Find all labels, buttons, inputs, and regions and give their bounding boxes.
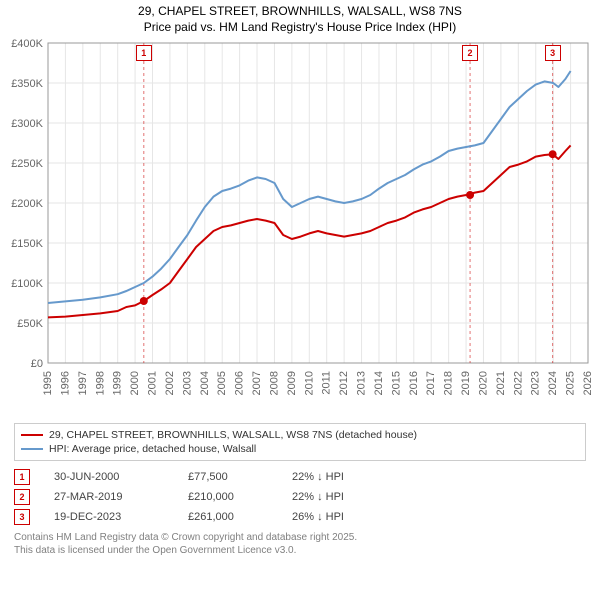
title-line-1: 29, CHAPEL STREET, BROWNHILLS, WALSALL, … <box>0 4 600 20</box>
svg-text:2023: 2023 <box>530 371 542 395</box>
svg-text:£100K: £100K <box>11 278 43 290</box>
svg-text:£50K: £50K <box>17 318 43 330</box>
svg-text:2013: 2013 <box>356 371 368 395</box>
marker-price: £77,500 <box>188 471 268 483</box>
marker-delta: 22% ↓ HPI <box>292 491 402 503</box>
svg-text:2014: 2014 <box>373 371 385 395</box>
svg-text:2002: 2002 <box>164 371 176 395</box>
marker-table-row: 1 30-JUN-2000 £77,500 22% ↓ HPI <box>14 467 586 487</box>
marker-price: £210,000 <box>188 491 268 503</box>
svg-text:1999: 1999 <box>112 371 124 395</box>
legend: 29, CHAPEL STREET, BROWNHILLS, WALSALL, … <box>14 423 586 461</box>
svg-text:2007: 2007 <box>251 371 263 395</box>
svg-text:2010: 2010 <box>303 371 315 395</box>
svg-text:2025: 2025 <box>565 371 577 395</box>
plot-svg: £0 £50K £100K £150K £200K £250K £300K £350K £400… <box>0 37 600 417</box>
marker-table-row: 3 19-DEC-2023 £261,000 26% ↓ HPI <box>14 507 586 527</box>
svg-text:2017: 2017 <box>425 371 437 395</box>
svg-text:2012: 2012 <box>338 371 350 395</box>
marker-badge: 3 <box>14 509 30 525</box>
svg-text:£0: £0 <box>31 358 43 370</box>
marker-callout-3: 3 <box>545 45 561 61</box>
svg-text:2009: 2009 <box>286 371 298 395</box>
svg-text:£200K: £200K <box>11 198 43 210</box>
marker-date: 30-JUN-2000 <box>54 471 164 483</box>
marker-callout-1: 1 <box>136 45 152 61</box>
svg-text:2008: 2008 <box>268 371 280 395</box>
svg-text:1997: 1997 <box>77 371 89 395</box>
svg-text:2004: 2004 <box>199 371 211 395</box>
legend-label: 29, CHAPEL STREET, BROWNHILLS, WALSALL, … <box>49 429 417 441</box>
svg-text:£150K: £150K <box>11 238 43 250</box>
svg-text:2024: 2024 <box>547 371 559 395</box>
svg-text:£250K: £250K <box>11 158 43 170</box>
marker-badge: 2 <box>14 489 30 505</box>
svg-text:2019: 2019 <box>460 371 472 395</box>
svg-text:2006: 2006 <box>234 371 246 395</box>
legend-item: HPI: Average price, detached house, Wals… <box>21 442 579 456</box>
svg-text:2026: 2026 <box>582 371 594 395</box>
legend-item: 29, CHAPEL STREET, BROWNHILLS, WALSALL, … <box>21 428 579 442</box>
svg-text:1996: 1996 <box>59 371 71 395</box>
svg-text:2000: 2000 <box>129 371 141 395</box>
marker-delta: 26% ↓ HPI <box>292 511 402 523</box>
svg-text:£350K: £350K <box>11 78 43 90</box>
marker-date: 19-DEC-2023 <box>54 511 164 523</box>
marker-date: 27-MAR-2019 <box>54 491 164 503</box>
svg-text:2003: 2003 <box>181 371 193 395</box>
footer-line-2: This data is licensed under the Open Gov… <box>14 544 586 557</box>
legend-swatch <box>21 448 43 450</box>
footer-line-1: Contains HM Land Registry data © Crown c… <box>14 531 586 544</box>
plot-area: £0 £50K £100K £150K £200K £250K £300K £350K £400… <box>0 37 600 417</box>
legend-swatch <box>21 434 43 436</box>
chart-title: 29, CHAPEL STREET, BROWNHILLS, WALSALL, … <box>0 0 600 37</box>
marker-delta: 22% ↓ HPI <box>292 471 402 483</box>
svg-text:2022: 2022 <box>512 371 524 395</box>
svg-text:2018: 2018 <box>443 371 455 395</box>
svg-text:1995: 1995 <box>42 371 54 395</box>
svg-text:2016: 2016 <box>408 371 420 395</box>
marker-badge: 1 <box>14 469 30 485</box>
svg-text:1998: 1998 <box>94 371 106 395</box>
svg-text:2005: 2005 <box>216 371 228 395</box>
svg-text:2020: 2020 <box>477 371 489 395</box>
svg-text:2011: 2011 <box>321 371 333 395</box>
svg-text:2021: 2021 <box>495 371 507 395</box>
marker-callout-2: 2 <box>462 45 478 61</box>
marker-table: 1 30-JUN-2000 £77,500 22% ↓ HPI 2 27-MAR-2019… <box>14 467 586 527</box>
marker-price: £261,000 <box>188 511 268 523</box>
svg-text:2015: 2015 <box>390 371 402 395</box>
marker-table-row: 2 27-MAR-2019 £210,000 22% ↓ HPI <box>14 487 586 507</box>
svg-text:£300K: £300K <box>11 118 43 130</box>
svg-text:2001: 2001 <box>147 371 159 395</box>
footer: Contains HM Land Registry data © Crown c… <box>14 531 586 557</box>
chart-container: 29, CHAPEL STREET, BROWNHILLS, WALSALL, … <box>0 0 600 557</box>
svg-text:£400K: £400K <box>11 38 43 50</box>
title-line-2: Price paid vs. HM Land Registry's House … <box>0 20 600 36</box>
legend-label: HPI: Average price, detached house, Wals… <box>49 443 256 455</box>
